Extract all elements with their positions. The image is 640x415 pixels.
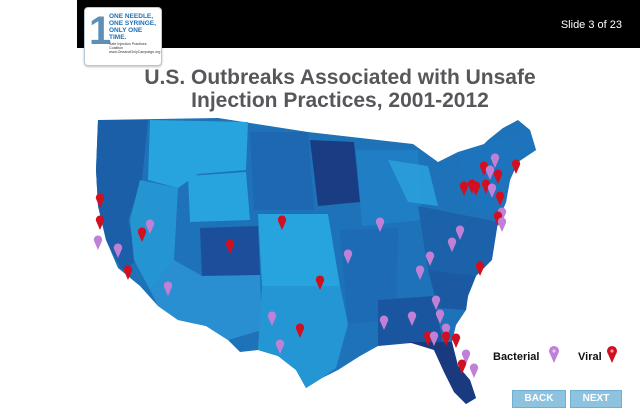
bacterial-outbreak-pin	[425, 251, 435, 266]
us-outbreak-map	[93, 118, 536, 404]
viral-outbreak-pin	[481, 179, 491, 194]
logo-numeral: 1	[89, 9, 112, 53]
viral-outbreak-pin	[123, 265, 133, 280]
region-southwest	[150, 260, 262, 340]
bacterial-outbreak-pin	[447, 237, 457, 252]
bacterial-outbreak-pin	[275, 339, 285, 354]
viral-outbreak-pin	[441, 331, 451, 346]
bacterial-pin-icon	[549, 346, 559, 363]
viral-outbreak-pin	[315, 275, 325, 290]
logo-small-text: Safe Injection Practices Coalition www.O…	[109, 42, 161, 54]
region-idaho-montana	[148, 120, 248, 188]
bacterial-outbreak-pin	[145, 219, 155, 234]
logo-line-2: ONE SYRINGE,	[109, 20, 156, 27]
viral-outbreak-pin	[511, 159, 521, 174]
bacterial-outbreak-pin	[490, 153, 500, 168]
legend-viral-label: Viral	[578, 351, 602, 363]
viral-outbreak-pin	[493, 169, 503, 184]
region-west-coast	[96, 120, 148, 270]
region-florida	[408, 342, 476, 404]
slide-title: U.S. Outbreaks Associated with Unsafe In…	[100, 66, 580, 112]
region-plains	[258, 214, 340, 286]
viral-outbreak-pin	[457, 359, 467, 374]
bacterial-outbreak-pin	[469, 363, 479, 378]
bacterial-outbreak-pin	[163, 281, 173, 296]
bacterial-outbreak-pin	[455, 225, 465, 240]
bacterial-outbreak-pin	[441, 323, 451, 338]
slide-title-line-1: U.S. Outbreaks Associated with Unsafe	[144, 66, 536, 89]
region-great-lakes	[388, 160, 438, 206]
bacterial-outbreak-pin	[93, 235, 103, 250]
viral-outbreak-pin	[467, 179, 477, 194]
viral-pin-icon	[607, 346, 617, 363]
bacterial-outbreak-pin	[435, 309, 445, 324]
bacterial-outbreak-pin	[407, 311, 417, 326]
bacterial-outbreak-pin	[487, 183, 497, 198]
slide-counter: Slide 3 of 23	[560, 19, 622, 31]
viral-outbreak-pin	[95, 215, 105, 230]
viral-outbreak-pin	[451, 333, 461, 348]
bacterial-outbreak-pin	[415, 265, 425, 280]
region-mid-atlantic	[418, 206, 498, 276]
bacterial-outbreak-pin	[497, 217, 507, 232]
slide-title-line-2: Injection Practices, 2001-2012	[191, 89, 489, 112]
bacterial-outbreak-pin	[267, 311, 277, 326]
bacterial-outbreak-pin	[113, 243, 123, 258]
viral-outbreak-pin	[475, 261, 485, 276]
viral-outbreak-pin	[295, 323, 305, 338]
next-button[interactable]: NEXT	[570, 390, 622, 408]
outbreak-pins	[93, 153, 521, 378]
viral-outbreak-pin	[137, 227, 147, 242]
logo-line-3: ONLY ONE TIME.	[109, 27, 143, 41]
legend-bacterial-label: Bacterial	[493, 351, 540, 363]
region-minnesota	[310, 140, 360, 206]
viral-outbreak-pin	[95, 193, 105, 208]
bacterial-outbreak-pin	[485, 165, 495, 180]
viral-outbreak-pin	[479, 161, 489, 176]
region-texas	[258, 286, 348, 388]
bacterial-outbreak-pin	[431, 295, 441, 310]
slide-header-bar: Slide 3 of 23	[77, 0, 640, 48]
bacterial-outbreak-pin	[375, 217, 385, 232]
viral-outbreak-pin	[225, 239, 235, 254]
viral-outbreak-pin	[493, 211, 503, 226]
viral-outbreak-pin	[495, 191, 505, 206]
region-nevada	[130, 180, 178, 290]
region-dakotas	[250, 132, 314, 210]
back-button[interactable]: BACK	[512, 390, 566, 408]
bacterial-outbreak-pin	[379, 315, 389, 330]
region-wyoming	[188, 172, 250, 222]
bacterial-outbreak-pin	[343, 249, 353, 264]
viral-outbreak-pin	[459, 181, 469, 196]
bacterial-outbreak-pin	[429, 331, 439, 346]
logo-line-1: ONE NEEDLE,	[109, 13, 154, 20]
bacterial-outbreak-pin	[461, 349, 471, 364]
viral-outbreak-pin	[277, 215, 287, 230]
campaign-logo: 1 ONE NEEDLE, ONE SYRINGE, ONLY ONE TIME…	[84, 7, 162, 66]
